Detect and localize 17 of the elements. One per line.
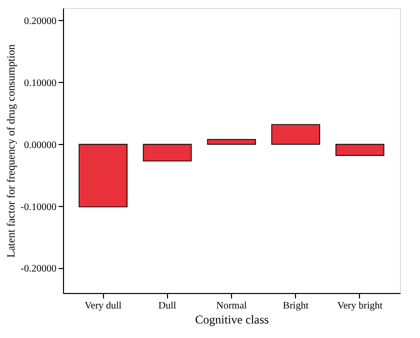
x-tick-label: Very bright: [337, 300, 383, 312]
bar: [335, 144, 384, 156]
y-tick-label: -0.20000: [20, 264, 56, 275]
y-tick-label: 0.00000: [24, 140, 56, 151]
y-axis-title: Latent factor for frequency of drug consumption: [6, 44, 18, 258]
x-tick-label: Very dull: [84, 300, 122, 312]
x-axis-title: Cognitive class: [195, 312, 270, 326]
x-tick-label: Dull: [158, 300, 176, 312]
y-tick-label: 0.20000: [24, 16, 56, 27]
bar: [207, 138, 256, 145]
y-tick-label: -0.10000: [20, 202, 56, 213]
x-tick-label: Normal: [216, 300, 247, 312]
bar: [271, 124, 320, 145]
bar: [142, 144, 192, 162]
bar: [78, 144, 128, 208]
y-tick-label: 0.10000: [24, 78, 56, 89]
x-tick-label: Bright: [282, 300, 309, 312]
